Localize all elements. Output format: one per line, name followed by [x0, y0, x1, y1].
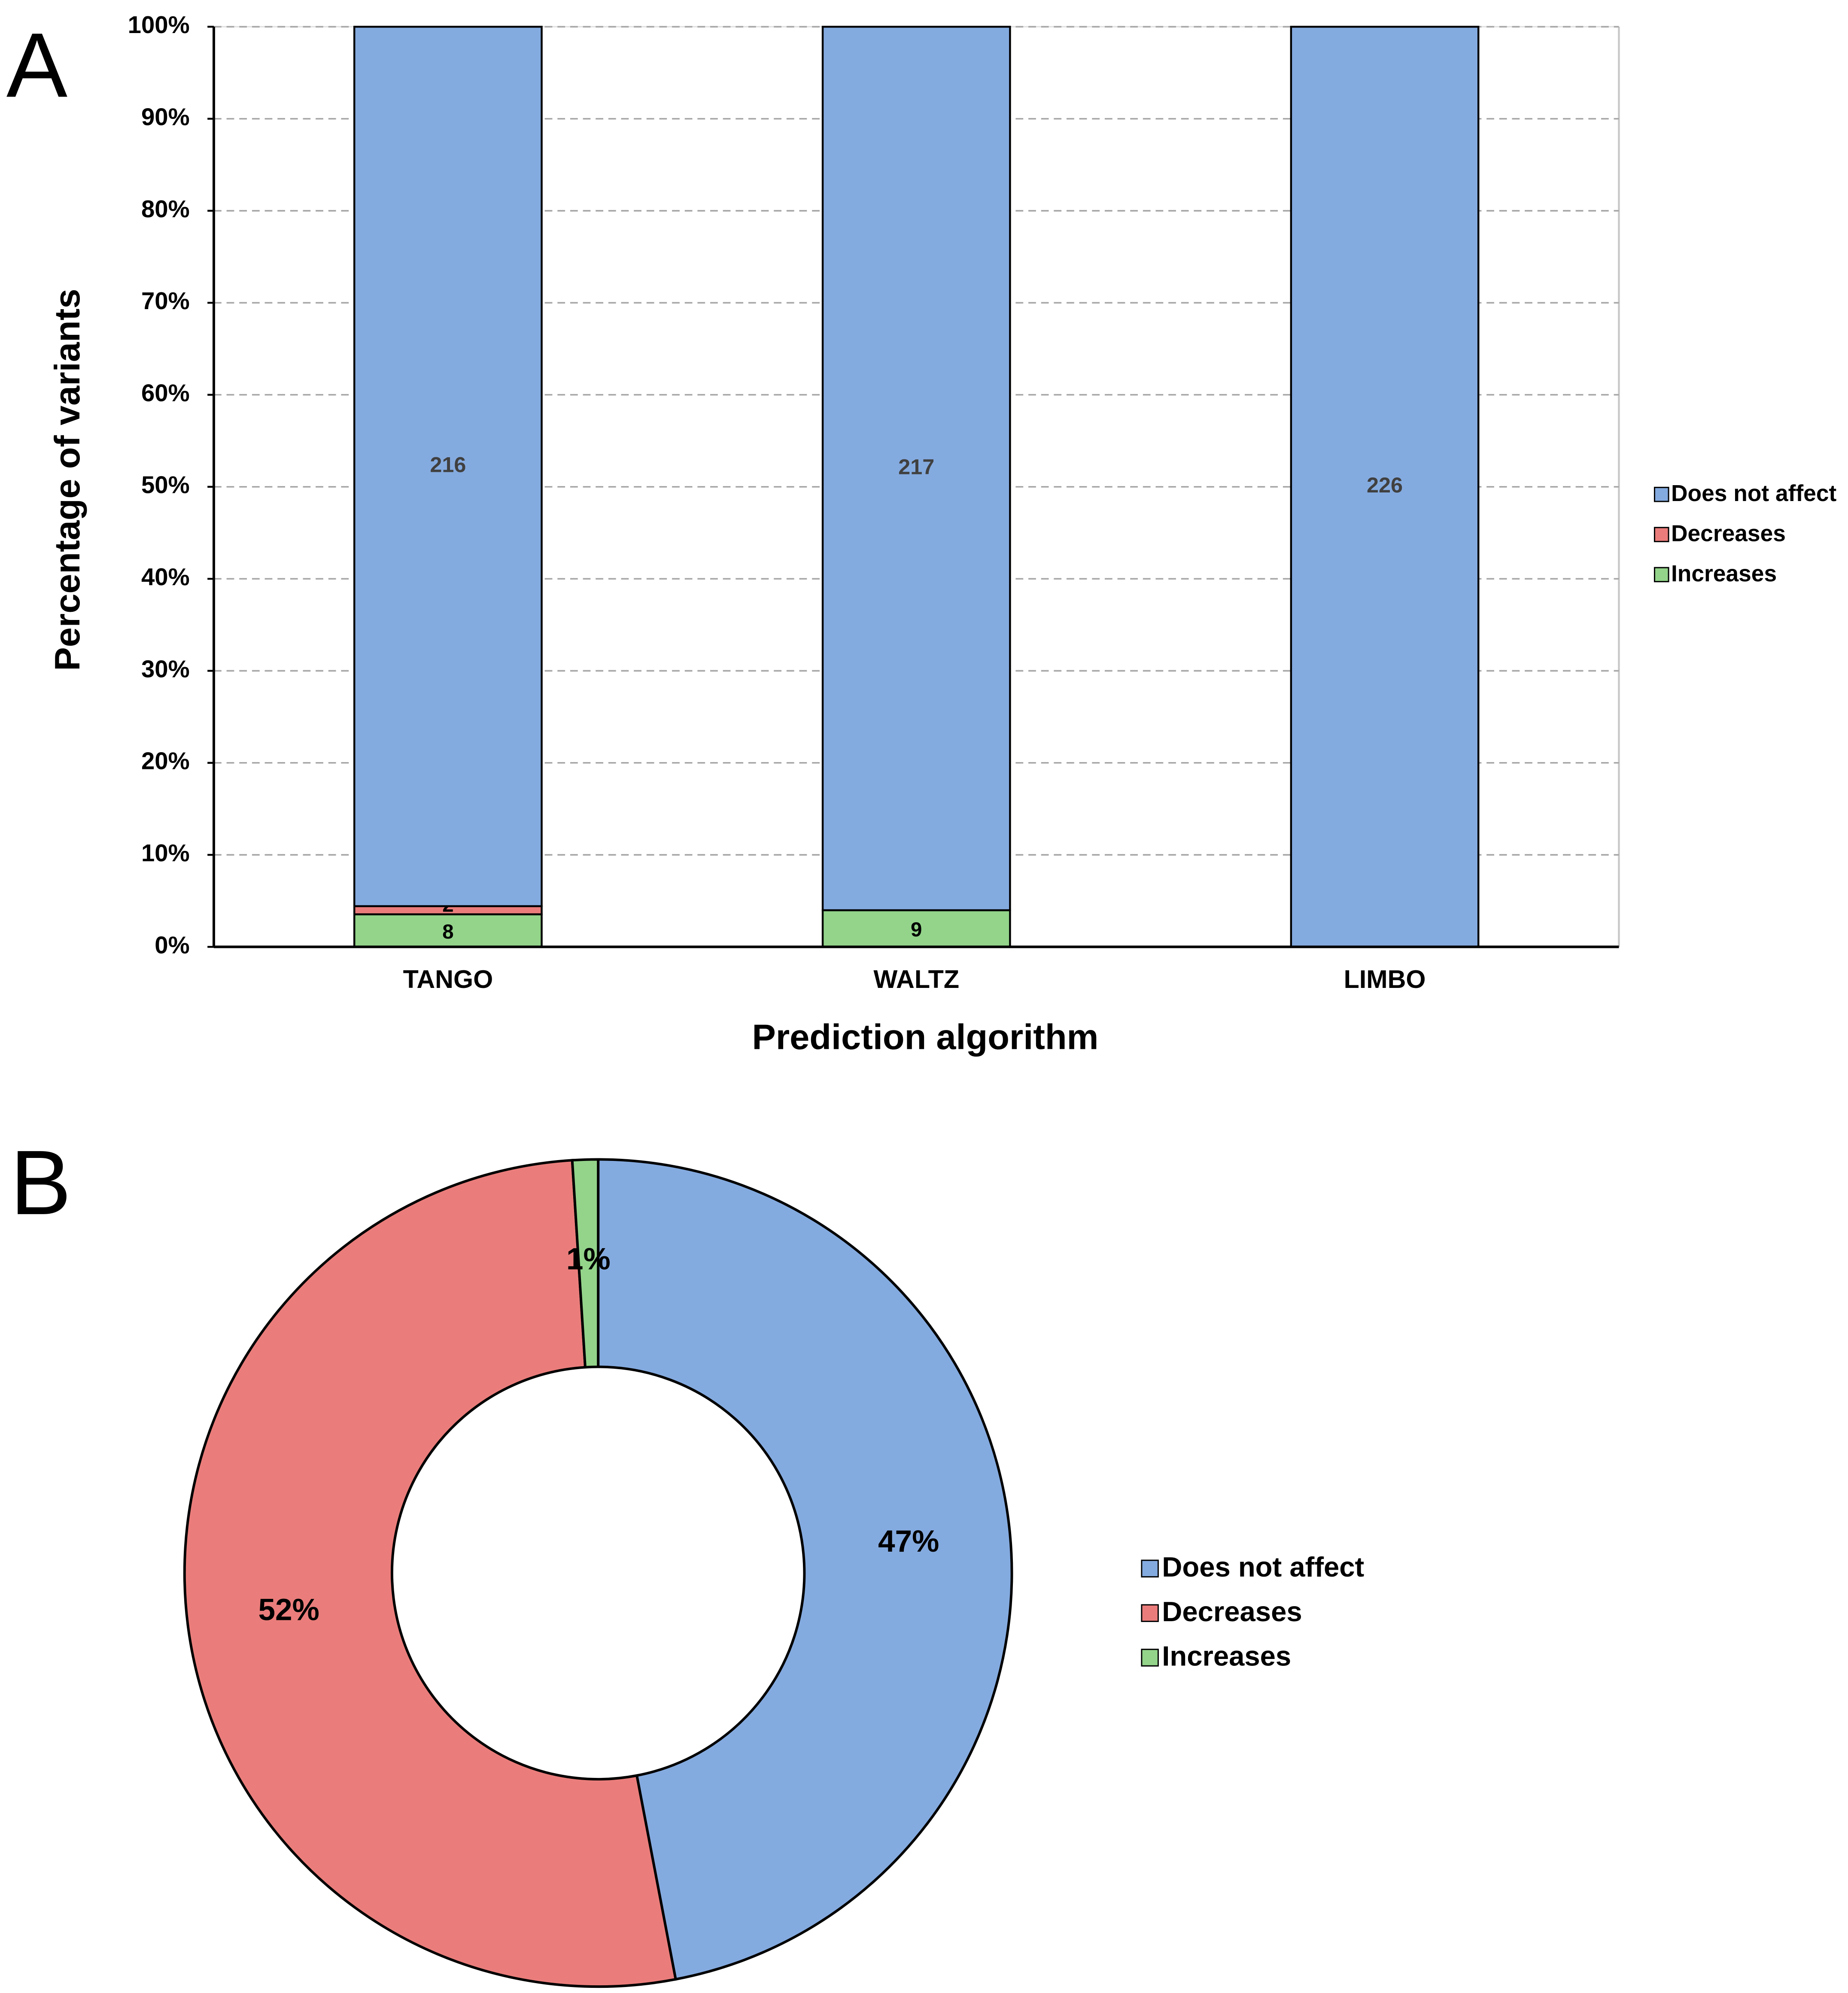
data-label: 52%	[258, 1593, 319, 1627]
x-tick-label: WALTZ	[873, 965, 959, 993]
legend-label: Does not affect	[1671, 481, 1837, 506]
legend-label: Increases	[1162, 1641, 1291, 1672]
bar-segment	[353, 913, 543, 948]
x-tick-label: LIMBO	[1344, 965, 1426, 993]
y-axis-title: Percentage of variants	[47, 289, 87, 671]
donut-slice	[183, 1159, 678, 1988]
legend-label: Does not affect	[1162, 1551, 1364, 1583]
legend-label: Decreases	[1162, 1596, 1302, 1627]
donut-slice	[597, 1158, 1013, 1981]
data-label: 8	[442, 921, 453, 943]
y-tick-label: 20%	[141, 747, 190, 775]
y-tick-label: 10%	[141, 839, 190, 866]
data-label: 216	[430, 453, 466, 477]
y-tick-label: 30%	[141, 655, 190, 682]
y-tick-label: 50%	[141, 471, 190, 498]
data-label: 217	[898, 454, 934, 479]
legend-swatch	[1141, 1559, 1159, 1578]
data-label: 1%	[566, 1243, 611, 1276]
data-label: 226	[1367, 473, 1403, 497]
data-label: 47%	[878, 1525, 939, 1559]
y-tick-label: 90%	[141, 103, 190, 130]
panel-label: A	[6, 14, 67, 116]
bar-segment	[353, 26, 543, 907]
x-tick-label: TANGO	[403, 965, 493, 993]
bar-segment	[821, 909, 1011, 948]
y-tick-label: 100%	[128, 11, 190, 38]
legend-label: Increases	[1671, 561, 1777, 586]
legend-label: Decreases	[1671, 521, 1786, 547]
legend-swatch	[1141, 1604, 1159, 1622]
y-tick-label: 80%	[141, 195, 190, 222]
legend-swatch	[1141, 1649, 1159, 1667]
data-label: 9	[911, 918, 922, 941]
y-tick-label: 40%	[141, 563, 190, 590]
legend-swatch	[1653, 527, 1669, 542]
panel-label: B	[10, 1132, 71, 1234]
y-tick-label: 70%	[141, 287, 190, 314]
donut-slice	[571, 1158, 600, 1369]
y-tick-label: 60%	[141, 379, 190, 406]
legend-swatch	[1653, 486, 1669, 502]
legend-swatch	[1653, 567, 1669, 583]
y-tick-label: 0%	[155, 931, 189, 958]
x-axis-title: Prediction algorithm	[752, 1017, 1099, 1057]
bar-segment	[821, 26, 1011, 911]
